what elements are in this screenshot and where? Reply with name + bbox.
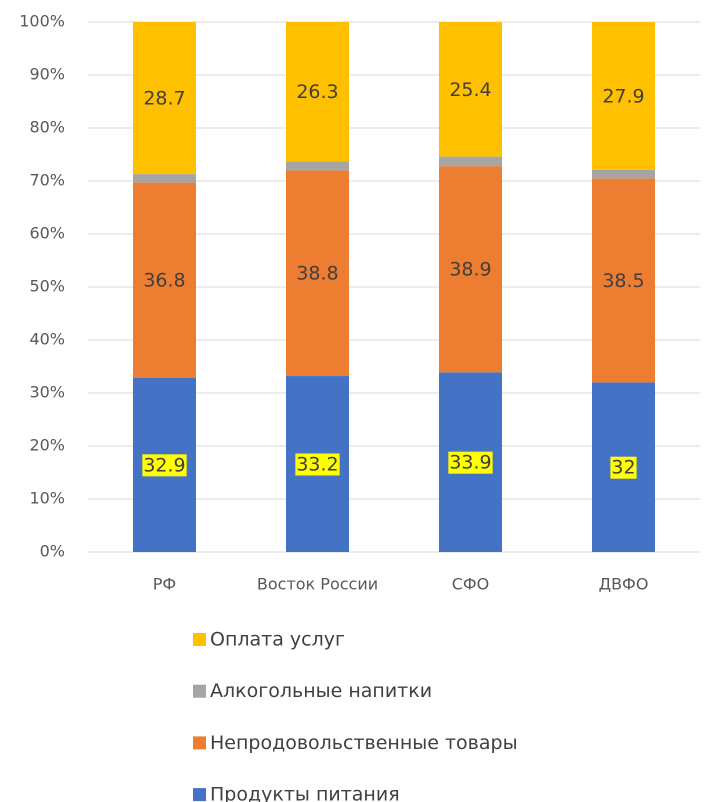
y-tick-label: 40% bbox=[29, 330, 65, 349]
bar-segment bbox=[286, 170, 349, 377]
y-tick-label: 80% bbox=[29, 118, 65, 137]
y-tick-label: 70% bbox=[29, 171, 65, 190]
bar-segment bbox=[439, 22, 502, 157]
legend-label: Алкогольные напитки bbox=[210, 680, 432, 702]
legend-label: Оплата услуг bbox=[210, 629, 345, 651]
y-tick-label: 100% bbox=[19, 12, 65, 31]
y-tick-label: 60% bbox=[29, 224, 65, 243]
y-tick-label: 50% bbox=[29, 277, 65, 296]
data-label-bg bbox=[142, 454, 187, 477]
data-label: 33.9 bbox=[449, 452, 491, 474]
legend-label: Продукты питания bbox=[210, 784, 400, 802]
data-label: 38.9 bbox=[449, 259, 491, 281]
bar-segment bbox=[592, 169, 655, 179]
x-tick-label: ДВФО bbox=[599, 575, 649, 594]
x-tick-label: Восток России bbox=[257, 575, 378, 594]
bar-segment bbox=[133, 22, 196, 175]
x-tick-label: СФО bbox=[452, 575, 490, 594]
legend-swatch bbox=[193, 633, 206, 646]
bar-segment bbox=[133, 174, 196, 183]
y-tick-label: 90% bbox=[29, 65, 65, 84]
data-label: 25.4 bbox=[449, 79, 491, 101]
bar-segment bbox=[439, 166, 502, 373]
bar-segment bbox=[286, 161, 349, 171]
legend-swatch bbox=[193, 684, 206, 698]
legend-swatch bbox=[193, 788, 206, 802]
x-tick-label: РФ bbox=[153, 575, 176, 594]
data-label: 38.5 bbox=[602, 270, 644, 292]
data-label: 33.2 bbox=[296, 454, 338, 476]
data-label-bg bbox=[295, 453, 340, 476]
legend-label: Непродовольственные товары bbox=[210, 732, 518, 754]
data-label: 32 bbox=[611, 457, 635, 479]
data-label: 32.9 bbox=[143, 454, 185, 476]
bar-segment bbox=[592, 178, 655, 383]
y-tick-label: 20% bbox=[29, 436, 65, 455]
bar-segment bbox=[439, 156, 502, 167]
data-label: 27.9 bbox=[602, 85, 644, 107]
bar-segment bbox=[286, 22, 349, 162]
data-label: 28.7 bbox=[143, 88, 185, 110]
bar-segment bbox=[592, 22, 655, 170]
data-label: 26.3 bbox=[296, 81, 338, 103]
data-label: 38.8 bbox=[296, 263, 338, 285]
data-label-bg bbox=[610, 456, 637, 479]
y-tick-label: 30% bbox=[29, 383, 65, 402]
legend-swatch bbox=[193, 736, 206, 750]
data-label-bg bbox=[448, 451, 493, 474]
bar-segment bbox=[133, 182, 196, 378]
y-tick-label: 0% bbox=[40, 542, 65, 561]
y-tick-label: 10% bbox=[29, 489, 65, 508]
data-label: 36.8 bbox=[143, 270, 185, 292]
